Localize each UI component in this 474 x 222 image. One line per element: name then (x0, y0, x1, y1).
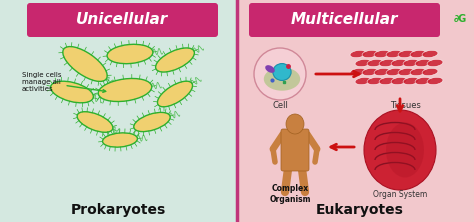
Ellipse shape (286, 114, 304, 134)
Ellipse shape (362, 68, 378, 76)
Ellipse shape (155, 48, 194, 72)
Text: ∂G: ∂G (453, 14, 466, 24)
FancyBboxPatch shape (249, 3, 440, 37)
Ellipse shape (63, 47, 107, 81)
Ellipse shape (422, 50, 438, 58)
Text: Unicellular: Unicellular (76, 12, 168, 28)
Ellipse shape (355, 59, 371, 67)
Ellipse shape (367, 59, 383, 67)
Ellipse shape (355, 77, 371, 85)
Ellipse shape (398, 50, 414, 58)
Ellipse shape (422, 68, 438, 76)
Ellipse shape (410, 50, 426, 58)
Ellipse shape (379, 59, 395, 67)
Ellipse shape (379, 77, 395, 85)
Ellipse shape (77, 112, 113, 132)
Ellipse shape (386, 68, 402, 76)
Text: Cell: Cell (272, 101, 288, 111)
Ellipse shape (391, 59, 407, 67)
Ellipse shape (374, 68, 390, 76)
Ellipse shape (410, 68, 426, 76)
Ellipse shape (398, 68, 414, 76)
Text: Eukaryotes: Eukaryotes (316, 203, 404, 217)
Ellipse shape (403, 59, 419, 67)
Text: Prokaryotes: Prokaryotes (70, 203, 165, 217)
Text: Tissues: Tissues (390, 101, 420, 111)
Ellipse shape (415, 59, 431, 67)
Bar (237, 0, 474, 222)
Text: Organ System: Organ System (373, 190, 427, 198)
Ellipse shape (364, 110, 436, 190)
Text: Multicellular: Multicellular (290, 12, 398, 28)
Ellipse shape (391, 77, 407, 85)
Ellipse shape (273, 63, 291, 80)
Ellipse shape (254, 48, 306, 100)
Ellipse shape (427, 59, 443, 67)
Text: Single cells
manage all
activities: Single cells manage all activities (22, 72, 106, 92)
Ellipse shape (350, 68, 366, 76)
Ellipse shape (403, 77, 419, 85)
Ellipse shape (107, 44, 153, 64)
Ellipse shape (362, 50, 378, 58)
FancyBboxPatch shape (27, 3, 218, 37)
Ellipse shape (386, 50, 402, 58)
Ellipse shape (265, 65, 275, 73)
Ellipse shape (134, 112, 170, 132)
FancyBboxPatch shape (281, 129, 309, 171)
Ellipse shape (51, 81, 93, 103)
Text: Complex
Organism: Complex Organism (269, 184, 311, 204)
Ellipse shape (367, 77, 383, 85)
Ellipse shape (427, 77, 443, 85)
Ellipse shape (98, 79, 152, 101)
Ellipse shape (264, 67, 300, 91)
Ellipse shape (386, 123, 424, 178)
Ellipse shape (415, 77, 431, 85)
Bar (0, 0, 237, 222)
Ellipse shape (102, 133, 137, 147)
Ellipse shape (350, 50, 366, 58)
Ellipse shape (374, 50, 390, 58)
Ellipse shape (157, 81, 192, 107)
